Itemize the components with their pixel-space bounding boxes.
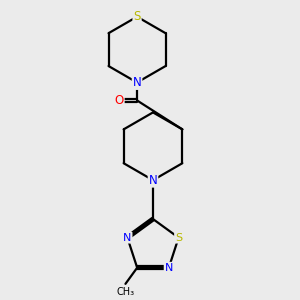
Text: N: N — [133, 76, 141, 89]
Text: S: S — [175, 232, 182, 243]
Text: N: N — [123, 232, 132, 243]
Text: N: N — [148, 174, 158, 187]
Text: N: N — [165, 263, 173, 273]
Text: O: O — [115, 94, 124, 107]
Text: S: S — [134, 10, 141, 23]
Text: CH₃: CH₃ — [116, 287, 134, 297]
